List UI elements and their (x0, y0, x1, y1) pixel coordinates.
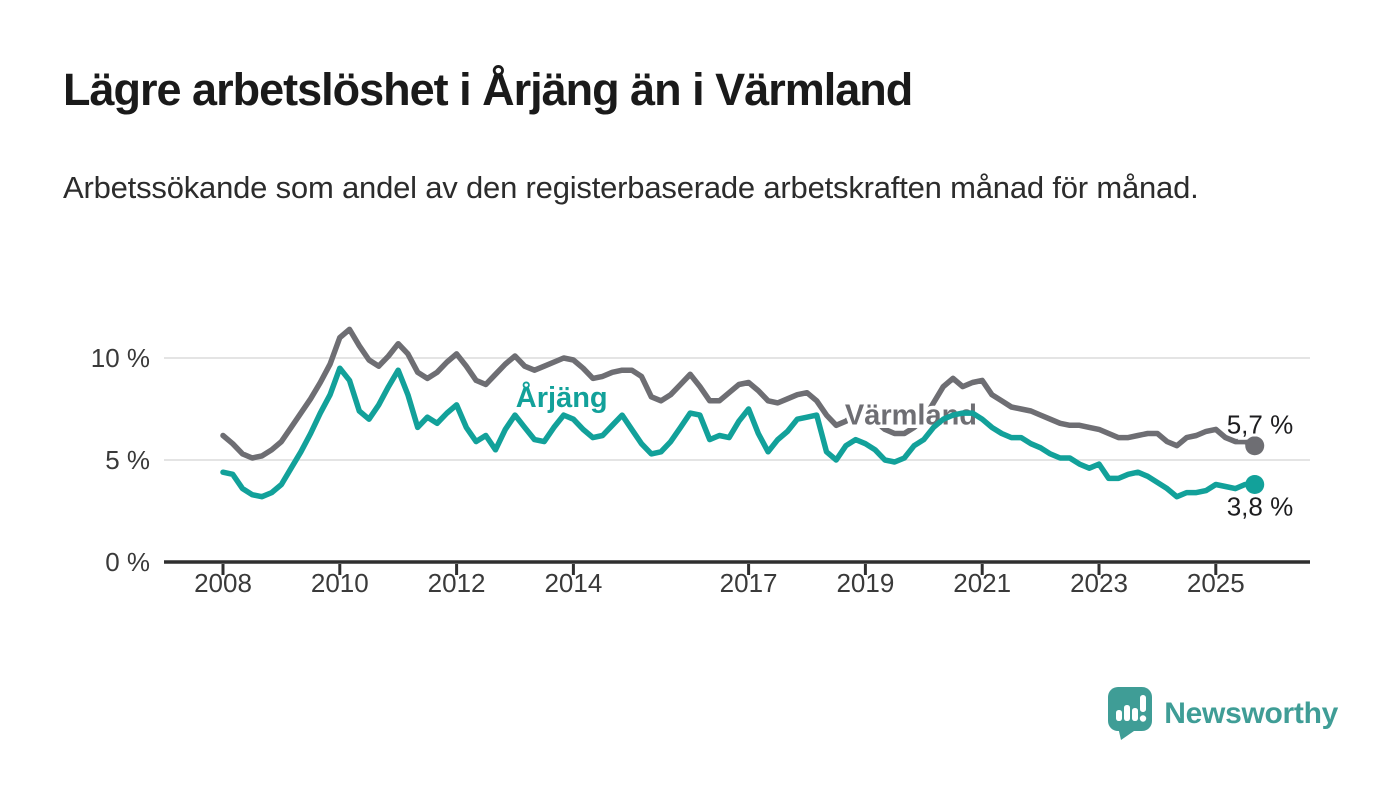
x-axis-tick-label: 2023 (1070, 568, 1128, 598)
x-axis-tick-label: 2010 (311, 568, 369, 598)
series-inline-label-årjäng: Årjäng (516, 381, 608, 414)
x-axis-tick-label: 2008 (194, 568, 252, 598)
chart-subtitle: Arbetssökande som andel av den registerb… (63, 170, 1199, 205)
newsworthy-branding: Newsworthy (1107, 687, 1338, 740)
x-axis-tick-label: 2021 (953, 568, 1011, 598)
y-axis-tick-label: 0 % (105, 547, 150, 577)
page-title: Lägre arbetslöshet i Årjäng än i Värmlan… (63, 64, 913, 115)
series-end-value-label: 5,7 % (1227, 410, 1294, 440)
x-axis-tick-label: 2025 (1187, 568, 1245, 598)
series-inline-label-värmland: Värmland (845, 399, 977, 431)
y-axis-tick-label: 5 % (105, 445, 150, 475)
newsworthy-wordmark: Newsworthy (1164, 696, 1338, 730)
newsworthy-logo-icon (1108, 687, 1153, 740)
x-axis-tick-label: 2012 (428, 568, 486, 598)
x-axis-tick-label: 2014 (544, 568, 602, 598)
x-axis-tick-label: 2019 (836, 568, 894, 598)
series-end-dot-värmland (1245, 436, 1265, 456)
series-end-dot-årjäng (1245, 474, 1265, 494)
series-end-value-label: 3,8 % (1227, 491, 1294, 521)
series-line-värmland (220, 326, 1258, 461)
series-line-årjäng (220, 365, 1258, 500)
y-axis-tick-label: 10 % (91, 343, 150, 373)
x-axis-tick-label: 2017 (720, 568, 778, 598)
